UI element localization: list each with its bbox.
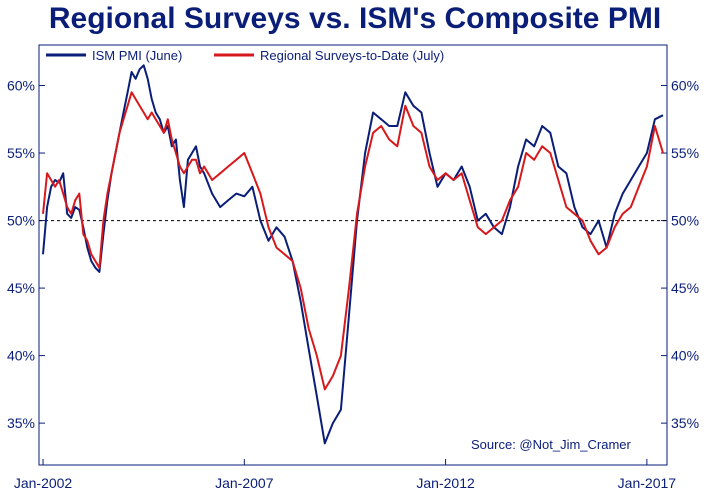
- ticks-layer: 35% 35% 40% 40% 45% 45% 50% 50% 55% 55% 60% 60% Jan-…: [7, 78, 699, 491]
- y-tick-label-left-3: 50%: [7, 213, 35, 229]
- y-tick-label-left-4: 55%: [7, 145, 35, 161]
- y-tick-label-right-5: 60%: [671, 78, 699, 94]
- legend-label-regional: Regional Surveys-to-Date (July): [260, 48, 444, 63]
- series-layer: [42, 64, 664, 445]
- series-line-regional-surveys: [42, 91, 664, 391]
- x-tick-label-2: Jan-2012: [416, 475, 475, 491]
- legend: ISM PMI (June) Regional Surveys-to-Date …: [46, 48, 444, 63]
- y-tick-label-right-4: 55%: [671, 145, 699, 161]
- chart-title: Regional Surveys vs. ISM's Composite PMI: [49, 2, 661, 35]
- y-tick-label-right-2: 45%: [671, 280, 699, 296]
- y-tick-label-left-2: 45%: [7, 280, 35, 296]
- x-tick-label-3: Jan-2017: [618, 475, 677, 491]
- y-tick-label-left-1: 40%: [7, 348, 35, 364]
- y-tick-label-left-5: 60%: [7, 78, 35, 94]
- legend-label-ism: ISM PMI (June): [92, 48, 182, 63]
- x-tick-label-0: Jan-2002: [14, 475, 73, 491]
- source-note: Source: @Not_Jim_Cramer: [471, 437, 632, 452]
- y-tick-label-left-0: 35%: [7, 415, 35, 431]
- y-tick-label-right-0: 35%: [671, 415, 699, 431]
- y-tick-label-right-1: 40%: [671, 348, 699, 364]
- x-tick-label-1: Jan-2007: [215, 475, 274, 491]
- y-tick-label-right-3: 50%: [671, 213, 699, 229]
